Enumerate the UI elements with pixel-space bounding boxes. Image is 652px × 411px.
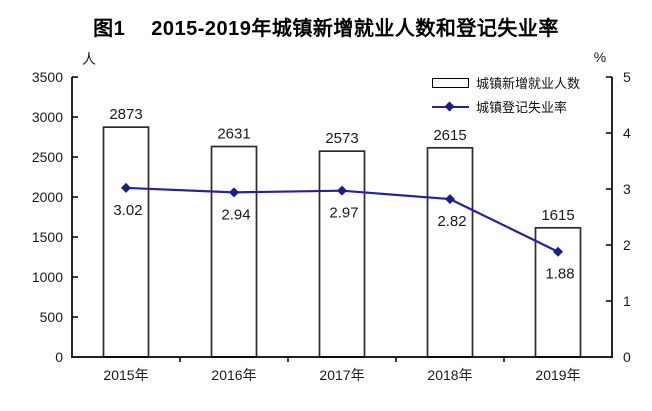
bar-value-label: 2573 bbox=[325, 130, 358, 147]
x-axis-tick-label: 2016年 bbox=[211, 367, 256, 383]
line-legend-swatch bbox=[432, 101, 469, 112]
x-axis-tick-label: 2015年 bbox=[103, 367, 148, 383]
y-axis-left-tick-label: 500 bbox=[40, 309, 64, 325]
line-marker bbox=[229, 187, 239, 198]
bar-value-label: 1615 bbox=[541, 207, 574, 224]
legend: 城镇新增就业人数 城镇登记失业率 bbox=[432, 73, 580, 116]
point-value-label: 2.82 bbox=[437, 213, 466, 230]
bar-value-label: 2615 bbox=[433, 127, 466, 144]
x-axis-tick-label: 2019年 bbox=[535, 367, 580, 383]
bar bbox=[210, 145, 258, 358]
line-marker bbox=[121, 182, 131, 193]
y-axis-left-tick-label: 0 bbox=[55, 349, 63, 365]
right-axis-unit-label: % bbox=[594, 49, 606, 65]
x-axis-tick-label: 2018年 bbox=[427, 367, 472, 383]
chart-title-text: 2015-2019年城镇新增就业人数和登记失业率 bbox=[151, 18, 559, 40]
point-value-label: 3.02 bbox=[113, 202, 142, 219]
y-axis-left-tick-label: 1500 bbox=[32, 229, 63, 245]
legend-item-line-series: 城镇登记失业率 bbox=[432, 97, 580, 116]
line-marker bbox=[337, 185, 347, 196]
bar bbox=[426, 146, 474, 358]
y-axis-right-tick-label: 3 bbox=[623, 181, 631, 197]
y-axis-left-tick-label: 2000 bbox=[32, 189, 63, 205]
chart-title: 图1 2015-2019年城镇新增就业人数和登记失业率 bbox=[0, 12, 652, 41]
legend-item-bar-series: 城镇新增就业人数 bbox=[432, 73, 580, 92]
figure-label: 图1 bbox=[93, 18, 126, 40]
y-axis-left-tick-label: 1000 bbox=[32, 269, 63, 285]
y-axis-left-tick-label: 3500 bbox=[32, 69, 63, 85]
bar-legend-swatch bbox=[432, 77, 469, 88]
diamond-marker-icon bbox=[444, 101, 455, 111]
point-value-label: 2.97 bbox=[329, 205, 358, 222]
line-marker bbox=[553, 246, 563, 257]
legend-label-line-series: 城镇登记失业率 bbox=[476, 100, 568, 115]
y-axis-right-tick-label: 5 bbox=[623, 69, 631, 85]
x-axis-tick-label: 2017年 bbox=[319, 367, 364, 383]
y-axis-right-tick-label: 0 bbox=[623, 349, 631, 365]
y-axis-right-tick-label: 1 bbox=[623, 293, 631, 309]
left-axis-unit-label: 人 bbox=[82, 51, 96, 67]
y-axis-left-tick-label: 2500 bbox=[32, 149, 63, 165]
y-axis-right-tick-label: 4 bbox=[623, 125, 631, 141]
bar bbox=[318, 150, 366, 358]
y-axis-right-tick-label: 2 bbox=[623, 237, 631, 253]
bar bbox=[102, 126, 150, 358]
legend-label-bar-series: 城镇新增就业人数 bbox=[476, 76, 581, 91]
bar-value-label: 2873 bbox=[109, 106, 142, 123]
point-value-label: 1.88 bbox=[545, 266, 574, 283]
point-value-label: 2.94 bbox=[221, 206, 250, 223]
line-marker bbox=[445, 194, 455, 205]
bar-value-label: 2631 bbox=[217, 126, 250, 143]
y-axis-left-tick-label: 3000 bbox=[32, 109, 63, 125]
